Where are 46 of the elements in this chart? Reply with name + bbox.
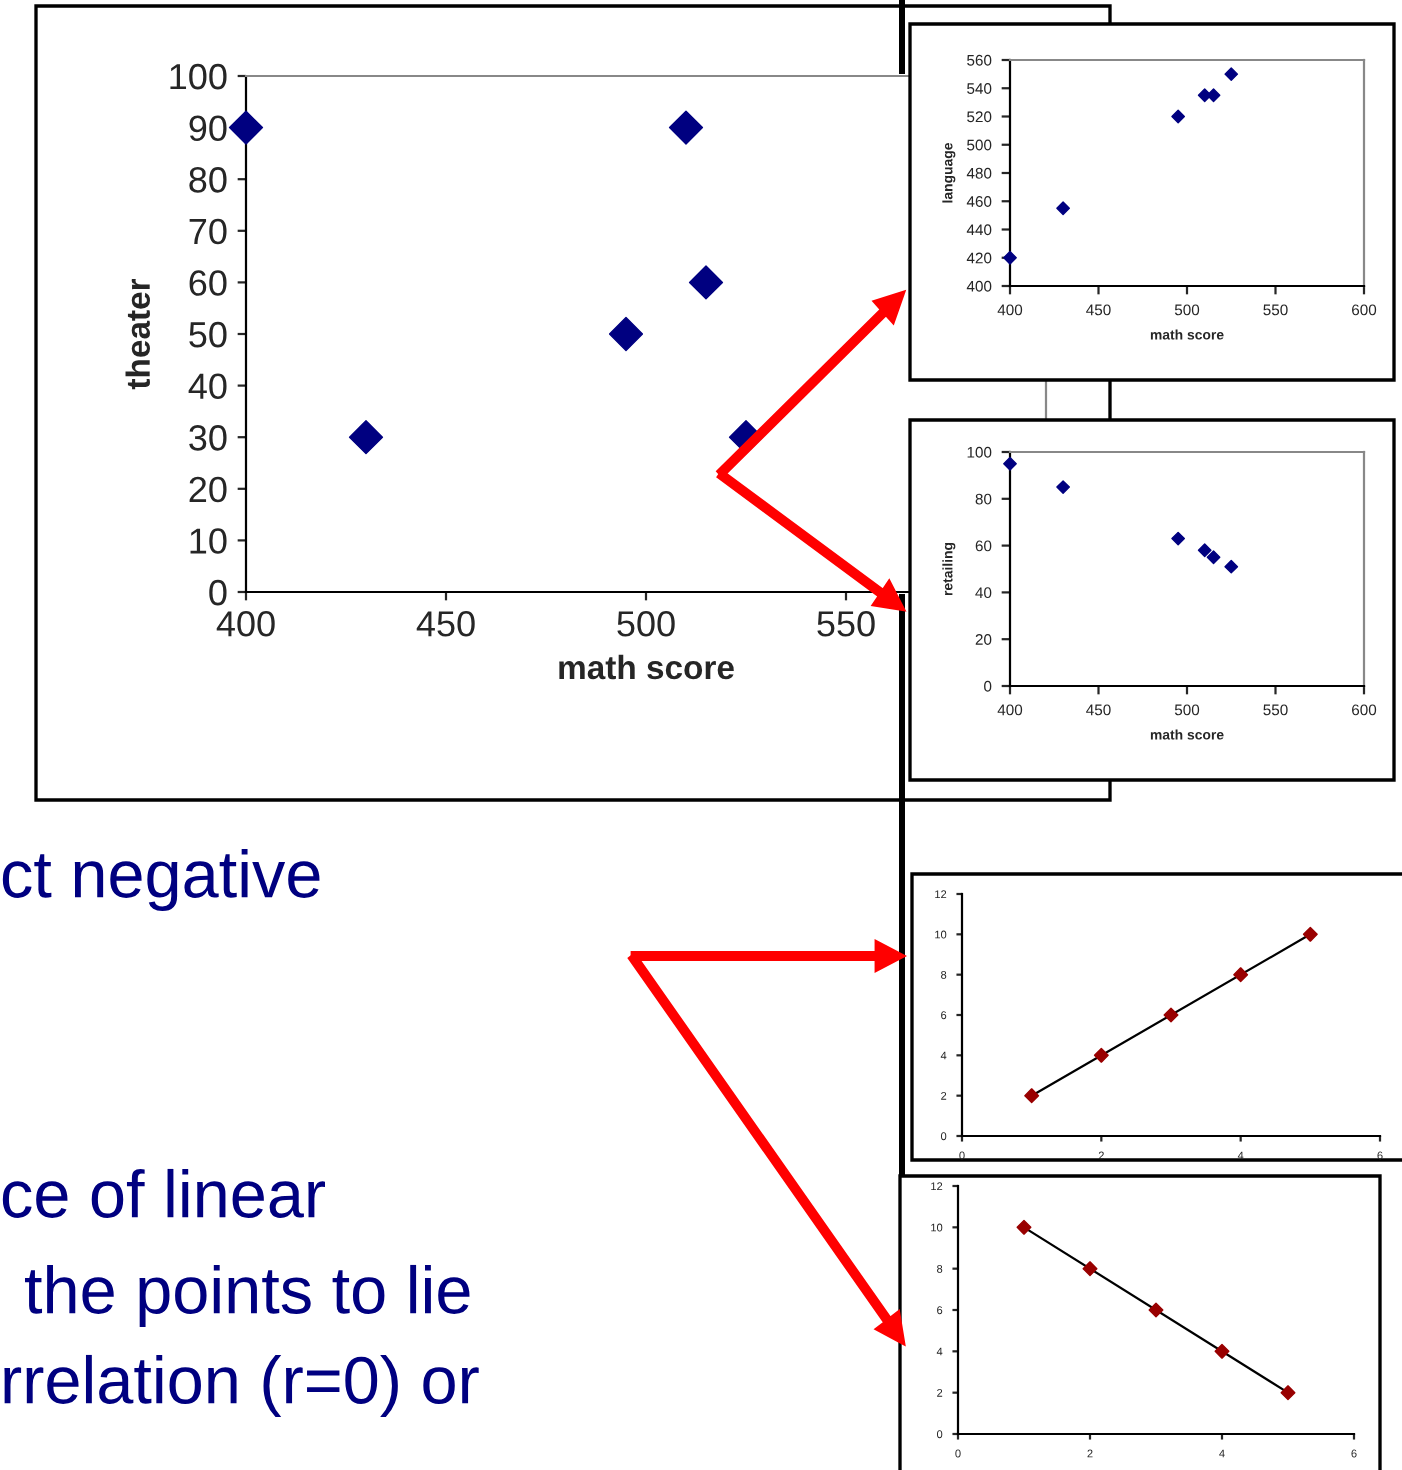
- point: [1082, 1261, 1098, 1277]
- point: [1224, 67, 1239, 82]
- point: [1171, 109, 1186, 124]
- text: the points to lie: [25, 1264, 470, 1328]
- x-axis-title: math score: [559, 654, 734, 680]
- y-tick-label: 40: [188, 373, 227, 400]
- point: [1024, 1088, 1040, 1104]
- text: rrelation (r=0) or: [4, 1354, 479, 1418]
- point: [1171, 531, 1186, 546]
- x-tick-label: 400: [216, 611, 275, 637]
- point: [1093, 1047, 1109, 1063]
- y-tick-label: 10: [190, 528, 227, 554]
- point: [1197, 543, 1212, 558]
- x-tick-label: 550: [817, 611, 875, 637]
- x-tick-label: 500: [617, 611, 675, 637]
- point: [1214, 1343, 1230, 1359]
- x-tick-label: 450: [416, 611, 475, 637]
- y-tick-label: 90: [189, 115, 227, 142]
- point: [348, 420, 384, 455]
- point: [1233, 967, 1249, 983]
- point: [1016, 1219, 1032, 1235]
- point: [1056, 201, 1071, 216]
- point: [1206, 550, 1221, 565]
- text: ce of linear: [2, 1168, 325, 1218]
- y-tick-label: 0: [209, 579, 227, 606]
- y-axis-title: theater: [125, 278, 150, 390]
- y-tick-label: 70: [189, 218, 227, 245]
- point: [1224, 559, 1239, 574]
- point: [1148, 1302, 1164, 1318]
- y-tick-label: 50: [189, 321, 227, 348]
- point: [1163, 1007, 1179, 1023]
- point: [228, 110, 264, 145]
- point: [1003, 456, 1017, 471]
- point: [1003, 250, 1017, 265]
- y-tick-label: 60: [189, 270, 227, 296]
- y-tick-label: 80: [189, 167, 227, 193]
- point: [688, 265, 724, 300]
- point: [608, 316, 644, 352]
- point: [1056, 480, 1071, 495]
- point: [1302, 926, 1318, 942]
- point: [668, 110, 704, 145]
- point: [1280, 1385, 1296, 1401]
- y-tick-label: 20: [189, 476, 227, 503]
- text: ct negative: [2, 848, 320, 912]
- y-tick-label: 100: [170, 63, 227, 90]
- y-tick-label: 30: [189, 425, 227, 451]
